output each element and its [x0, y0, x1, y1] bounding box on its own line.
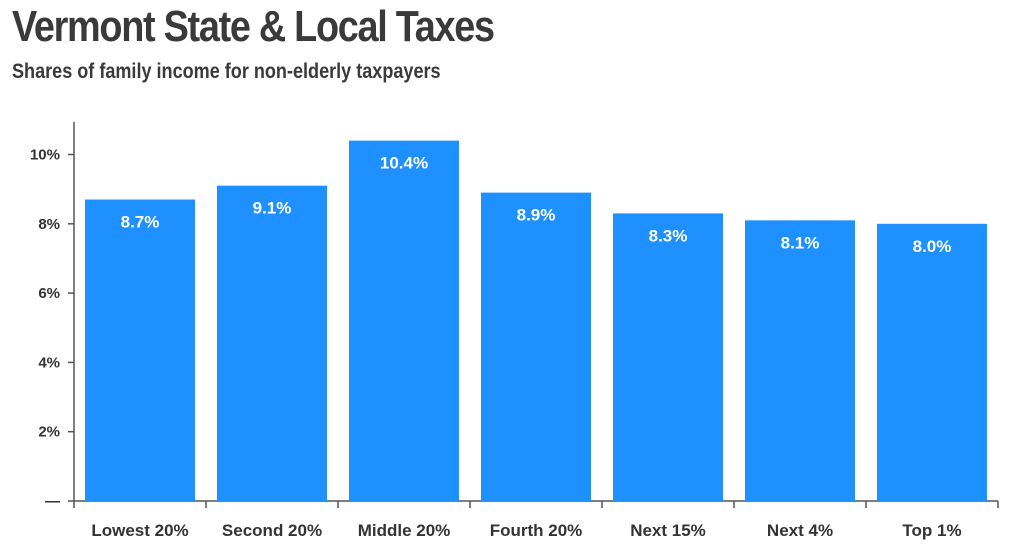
chart-title: Vermont State & Local Taxes	[12, 2, 495, 51]
x-category-label: Top 1%	[902, 521, 961, 540]
y-axis: — 2% 4% 6% 8% 10%	[30, 121, 75, 510]
x-category-label: Next 15%	[630, 521, 706, 540]
x-category-label: Second 20%	[222, 521, 322, 540]
x-category-label: Lowest 20%	[91, 521, 188, 540]
bar	[745, 220, 855, 501]
bar-value-label: 8.1%	[781, 233, 820, 252]
data-labels: 8.7% 9.1% 10.4% 8.9% 8.3% 8.1% 8.0%	[121, 154, 952, 256]
bar	[613, 213, 723, 501]
y-tick-label: 2%	[38, 424, 60, 441]
x-axis: Lowest 20% Second 20% Middle 20% Fourth 20%…	[73, 500, 999, 540]
x-category-label: Fourth 20%	[490, 521, 583, 540]
bar	[877, 223, 987, 502]
y-tick-label: 6%	[38, 285, 60, 302]
chart-subtitle: Shares of family income for non-elderly …	[12, 60, 441, 83]
bar	[85, 199, 195, 502]
bar-value-label: 9.1%	[253, 199, 292, 218]
bar	[349, 140, 459, 501]
y-tick-label: —	[45, 493, 60, 510]
bar-value-label: 8.7%	[121, 213, 160, 232]
bars	[85, 140, 987, 502]
bar-value-label: 8.9%	[517, 206, 556, 225]
bar	[217, 185, 327, 501]
x-category-label: Middle 20%	[358, 521, 451, 540]
bar	[481, 192, 591, 502]
x-category-label: Next 4%	[767, 521, 833, 540]
y-tick-label: 4%	[38, 354, 60, 371]
bar-value-label: 10.4%	[380, 154, 428, 173]
y-tick-label: 8%	[38, 216, 60, 233]
bar-value-label: 8.0%	[913, 237, 952, 256]
y-tick-label: 10%	[30, 147, 60, 164]
bar-value-label: 8.3%	[649, 226, 688, 245]
